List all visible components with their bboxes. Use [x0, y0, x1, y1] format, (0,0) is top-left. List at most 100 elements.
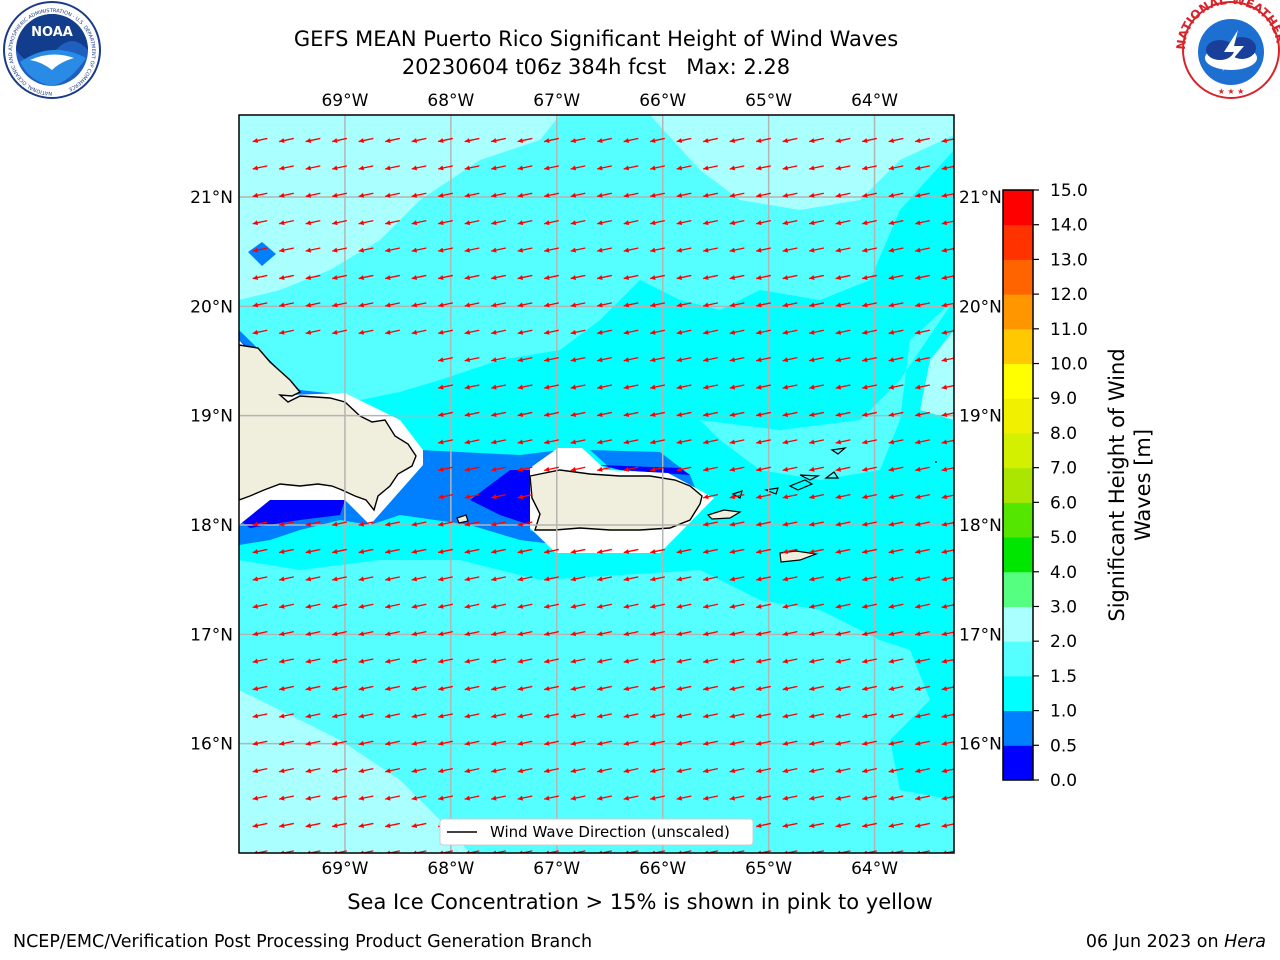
wind-arrow: [862, 466, 877, 472]
wind-arrow: [650, 220, 665, 226]
lon-tick-label-bottom: 67°W: [533, 859, 580, 879]
wind-arrow: [703, 247, 718, 253]
wind-arrow: [729, 631, 745, 637]
wind-arrow: [305, 685, 321, 691]
wind-arrow: [915, 329, 930, 335]
wind-arrow: [305, 192, 321, 198]
colorbar-swatch: [1003, 710, 1033, 746]
lat-tick-label-left: 18°N: [190, 516, 233, 536]
wind-arrow: [544, 795, 559, 801]
wind-arrow: [729, 165, 745, 171]
wind-arrow: [491, 247, 506, 253]
wind-arrow: [411, 658, 427, 664]
chart-subtitle: 20230604 t06z 384h fcst Max: 2.28: [401, 55, 791, 79]
colorbar-tick-label: 0.5: [1050, 736, 1077, 756]
wind-arrow: [464, 548, 480, 554]
wave-band-2p0-north-e: [650, 115, 954, 210]
wind-arrow: [438, 165, 453, 171]
wind-arrow: [782, 411, 798, 417]
wind-arrow: [915, 822, 930, 828]
wind-arrow: [729, 466, 745, 472]
wind-arrow: [491, 357, 506, 363]
wind-arrow: [305, 274, 321, 280]
wind-arrow: [835, 137, 851, 143]
lat-tick-label-left: 21°N: [190, 188, 233, 208]
wind-arrow: [782, 384, 798, 390]
wind-arrow: [252, 220, 268, 226]
wind-arrow: [544, 302, 559, 308]
wind-arrow: [703, 302, 718, 308]
wind-arrow: [411, 631, 427, 637]
wind-arrow: [756, 685, 771, 691]
wind-arrow: [332, 548, 347, 554]
wind-arrow: [385, 631, 400, 637]
colorbar-tick-label: 5.0: [1050, 528, 1077, 548]
wind-arrow: [623, 795, 639, 801]
nws-ring-text: NATIONAL WEATHER SERVICE: [0, 0, 1280, 50]
wind-arrow: [464, 220, 480, 226]
wind-arrow: [491, 220, 506, 226]
wind-arrow: [544, 329, 559, 335]
wind-arrow: [464, 521, 480, 527]
wind-arrow: [544, 247, 559, 253]
colorbar-label-line2: Waves [m]: [1131, 429, 1155, 541]
wind-arrow: [915, 548, 930, 554]
wind-arrow: [570, 302, 586, 308]
colorbar-swatch: [1003, 502, 1033, 538]
wind-arrow: [756, 795, 771, 801]
wind-arrow: [464, 357, 480, 363]
wind-arrow: [756, 302, 771, 308]
wind-arrow: [782, 658, 798, 664]
wind-arrow: [517, 274, 533, 280]
wind-arrow: [650, 137, 665, 143]
wind-arrow: [544, 685, 559, 691]
wind-arrow: [438, 713, 453, 719]
wind-arrow: [358, 740, 374, 746]
lat-tick-label-right: 20°N: [959, 297, 1002, 317]
wind-arrow: [915, 521, 930, 527]
colorbar-tick-label: 10.0: [1050, 355, 1088, 375]
lat-tick-label-right: 16°N: [959, 735, 1002, 755]
wind-arrow: [835, 713, 851, 719]
wind-arrow: [305, 768, 321, 774]
footer-date-text: 06 Jun 2023 on: [1085, 932, 1219, 952]
wind-arrow: [782, 521, 798, 527]
lon-tick-label-top: 69°W: [321, 91, 368, 111]
wind-arrow: [385, 713, 400, 719]
wind-arrow: [835, 658, 851, 664]
wind-arrow: [332, 165, 347, 171]
wind-arrow: [305, 795, 321, 801]
wind-arrow: [650, 357, 665, 363]
wind-arrow: [862, 220, 877, 226]
wind-arrow: [597, 603, 612, 609]
wind-arrow: [650, 411, 665, 417]
wind-arrow: [650, 658, 665, 664]
wind-arrow: [729, 247, 745, 253]
wind-arrow: [835, 329, 851, 335]
lon-tick-label-bottom: 68°W: [427, 859, 474, 879]
wave-band-0p0-pr-north: [600, 465, 690, 475]
wind-arrow: [729, 329, 745, 335]
wind-arrow: [491, 603, 506, 609]
wave-band-0p5-east: [590, 450, 700, 500]
wave-band-1p5-east: [700, 300, 954, 480]
wind-arrow: [703, 548, 718, 554]
wind-arrow: [464, 740, 480, 746]
wind-arrow: [305, 521, 321, 527]
wind-arrow: [915, 274, 930, 280]
nws-logo: NATIONAL WEATHER SERVICE ★ ★ ★: [0, 0, 1280, 99]
wind-arrow: [650, 713, 665, 719]
wind-arrow: [862, 603, 877, 609]
wind-arrow: [623, 384, 639, 390]
lon-tick-label-bottom: 64°W: [851, 859, 898, 879]
wind-arrow: [597, 768, 612, 774]
wind-arrow: [438, 795, 453, 801]
wind-arrow: [464, 137, 480, 143]
wind-arrow: [358, 220, 374, 226]
wind-arrow: [676, 768, 692, 774]
wind-arrow: [597, 384, 612, 390]
wind-arrow: [835, 384, 851, 390]
wind-arrow: [252, 302, 268, 308]
wind-arrow: [597, 713, 612, 719]
wind-arrow: [464, 494, 480, 500]
